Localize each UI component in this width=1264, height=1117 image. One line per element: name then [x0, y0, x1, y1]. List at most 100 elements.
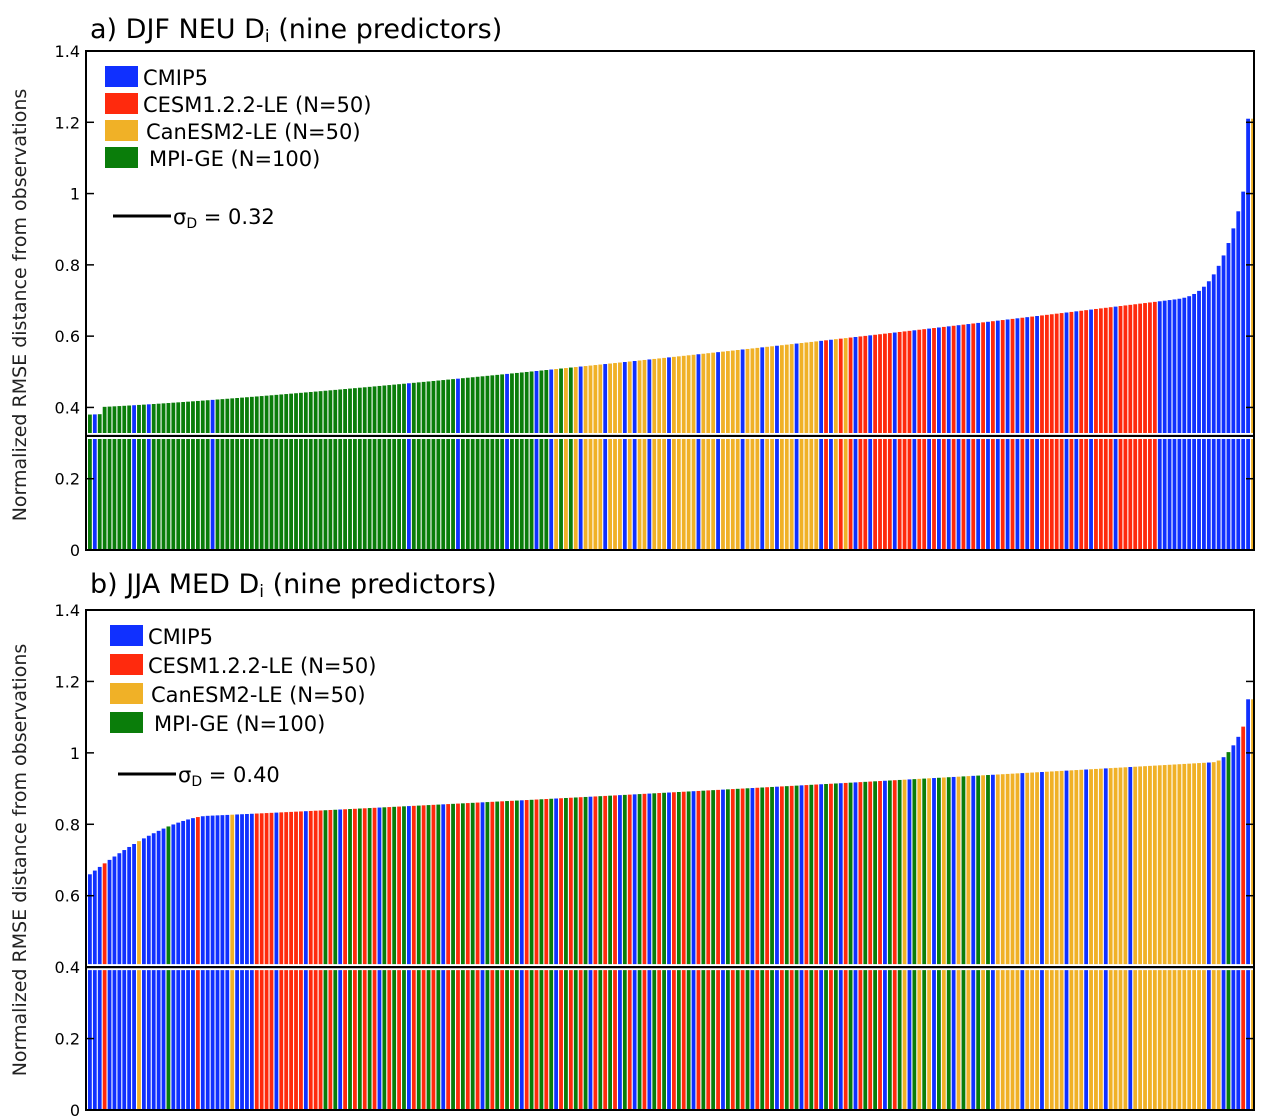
bar-canesm — [564, 368, 568, 550]
y-tick-label: 0.8 — [55, 256, 80, 275]
bar-mpi — [986, 775, 990, 1110]
bar-cmip5 — [990, 774, 995, 1110]
bar-canesm — [583, 366, 588, 550]
bar-mpi — [245, 397, 249, 550]
bar-canesm — [1192, 763, 1197, 1110]
bar-mpi — [392, 384, 397, 550]
bar-canesm — [598, 364, 603, 550]
bar-cmip5 — [971, 775, 976, 1110]
bar-cmip5 — [225, 814, 230, 1110]
bar-cmip5 — [1206, 762, 1211, 1110]
legend-swatch-cesm — [110, 654, 143, 675]
bar-cesm — [313, 810, 318, 1110]
legend: CMIP5 CESM1.2.2-LE (N=50) CanESM2-LE (N=50… — [110, 625, 376, 790]
bar-mpi — [205, 400, 210, 550]
bar-cmip5 — [1020, 773, 1025, 1110]
bar-cmip5 — [721, 789, 725, 1110]
bar-canesm — [1143, 766, 1147, 1110]
bar-cesm — [917, 329, 922, 550]
bar-cmip5 — [1221, 757, 1226, 1110]
bar-mpi — [333, 809, 338, 1110]
bar-mpi — [303, 392, 308, 550]
bar-cesm — [102, 863, 107, 1110]
bar-mpi — [725, 789, 730, 1110]
bar-mpi — [760, 787, 765, 1110]
bar-cmip5 — [853, 782, 858, 1110]
bar-mpi — [735, 788, 740, 1110]
bar-mpi — [372, 386, 377, 550]
bar-cesm — [1079, 310, 1084, 550]
bar-cesm — [490, 801, 495, 1110]
y-tick-label: 0.6 — [55, 887, 80, 906]
bar-mpi — [470, 802, 475, 1110]
bar-mpi — [451, 379, 455, 550]
bar-mpi — [240, 397, 244, 550]
bar-cmip5 — [1128, 767, 1133, 1110]
bar-cesm — [887, 333, 892, 550]
bar-mpi — [686, 791, 691, 1110]
bar-cmip5 — [868, 335, 873, 550]
bar-canesm — [701, 353, 706, 550]
bar-canesm — [745, 348, 750, 550]
bar-mpi — [249, 396, 254, 550]
bar-mpi — [809, 784, 814, 1110]
bar-mpi — [873, 781, 878, 1110]
bar-cesm — [259, 813, 264, 1110]
bar-canesm — [1094, 768, 1098, 1110]
bar-cmip5 — [819, 340, 824, 550]
bar-canesm — [1118, 767, 1123, 1110]
bar-mpi — [544, 370, 549, 550]
bar-canesm — [725, 351, 730, 550]
bar-mpi — [102, 406, 107, 550]
bar-mpi — [421, 381, 426, 550]
bar-cesm — [779, 786, 784, 1110]
bar-mpi — [451, 803, 455, 1110]
bar-cesm — [858, 782, 863, 1110]
bar-mpi — [539, 370, 544, 550]
bar-mpi — [922, 778, 927, 1110]
y-tick-label: 0.2 — [55, 1030, 80, 1049]
bar-canesm — [662, 357, 666, 550]
bar-cesm — [873, 334, 878, 550]
bar-cesm — [269, 812, 274, 1110]
bar-cesm — [814, 784, 819, 1110]
panel-a-djf-neu: a) DJF NEU Di (nine predictors) 0 0.2 0.4 0.… — [55, 14, 1255, 560]
y-tick-label: 1 — [70, 185, 80, 204]
bar-mpi — [784, 786, 789, 1110]
bar-mpi — [480, 376, 485, 550]
bar-canesm — [1030, 772, 1035, 1110]
bar-canesm — [1049, 771, 1054, 1110]
bar-canesm — [1167, 764, 1172, 1110]
bar-mpi — [235, 398, 240, 550]
bar-cesm — [387, 807, 392, 1110]
bar-mpi — [348, 809, 352, 1110]
bar-mpi — [441, 380, 446, 550]
bar-cmip5 — [127, 846, 132, 1110]
bar-cesm — [475, 802, 480, 1110]
bar-cmip5 — [1241, 191, 1246, 550]
bar-mpi — [308, 392, 313, 550]
bar-cmip5 — [112, 856, 117, 1110]
bar-cesm — [568, 797, 573, 1110]
bar-mpi — [353, 388, 357, 550]
y-axis-label-b: Normalized RMSE distance from observatio… — [9, 644, 31, 1077]
legend-swatch-canesm — [105, 120, 138, 141]
bar-cesm — [446, 804, 451, 1110]
bar-canesm — [618, 362, 622, 550]
bar-cesm — [716, 789, 720, 1110]
bar-cmip5 — [632, 794, 637, 1110]
bar-cmip5 — [274, 812, 279, 1110]
bar-cmip5 — [132, 405, 136, 550]
bar-cesm — [284, 812, 289, 1110]
bar-cmip5 — [338, 809, 343, 1110]
bar-cmip5 — [1064, 770, 1069, 1110]
bar-cesm — [465, 803, 470, 1110]
bar-cesm — [1069, 311, 1074, 550]
bar-cmip5 — [1231, 228, 1236, 550]
bar-cesm — [299, 811, 303, 1110]
bar-canesm — [642, 359, 647, 550]
bar-cmip5 — [549, 369, 554, 550]
bar-cesm — [878, 334, 882, 550]
bar-cmip5 — [883, 780, 887, 1110]
bar-cmip5 — [1040, 772, 1044, 1110]
